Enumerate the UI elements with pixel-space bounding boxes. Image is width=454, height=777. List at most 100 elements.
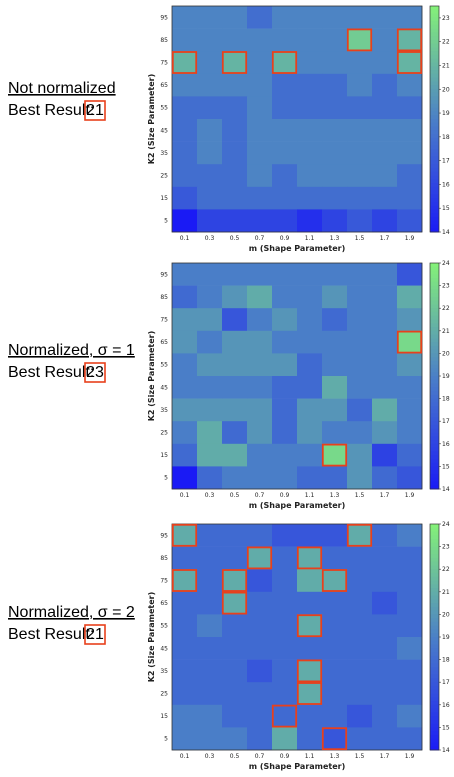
heatmap-cell xyxy=(322,164,348,188)
heatmap-cell xyxy=(322,682,348,706)
colorbar-segment xyxy=(430,156,439,161)
best-result-box xyxy=(84,624,106,645)
colorbar-segment xyxy=(430,96,439,101)
heatmap-cell xyxy=(322,308,348,332)
heatmap-cell xyxy=(322,285,348,309)
heatmap-cell xyxy=(347,353,373,377)
heatmap-cell xyxy=(197,398,223,422)
colorbar-tick-label: 18 xyxy=(442,134,450,141)
colorbar-segment xyxy=(430,473,439,479)
heatmap-cell xyxy=(272,263,298,286)
colorbar-segment xyxy=(430,293,439,298)
heatmap-cell xyxy=(297,704,323,728)
colorbar-segment xyxy=(430,51,439,56)
heatmap-cell xyxy=(172,6,198,29)
heatmap-cell xyxy=(322,704,348,728)
heatmap-cell xyxy=(322,614,348,638)
colorbar-segment xyxy=(430,160,439,165)
heatmap-cell xyxy=(297,421,323,445)
colorbar-segment xyxy=(430,311,439,317)
heatmap-cell xyxy=(322,186,348,210)
heatmap-cell xyxy=(297,524,323,547)
heatmap-cell xyxy=(347,704,373,728)
heatmap-cell xyxy=(172,96,198,120)
colorbar-segment xyxy=(430,572,439,578)
heatmap-cell xyxy=(172,546,198,570)
x-tick-label: 1.1 xyxy=(305,235,315,242)
colorbar-segment xyxy=(430,595,439,600)
colorbar-segment xyxy=(430,539,439,544)
x-tick-label: 0.1 xyxy=(180,753,190,760)
colorbar-segment xyxy=(430,201,439,207)
heatmap-cell xyxy=(272,6,298,29)
panel-side-title: Not normalized xyxy=(8,80,116,97)
heatmap-cell xyxy=(222,524,248,547)
colorbar-segment xyxy=(430,477,439,482)
heatmap-cell xyxy=(347,51,373,75)
heatmap-cell xyxy=(372,209,398,233)
x-tick-label: 1.7 xyxy=(380,753,390,760)
colorbar-segment xyxy=(430,54,439,60)
y-tick-label: 5 xyxy=(164,736,168,743)
x-tick-label: 0.3 xyxy=(205,492,215,499)
heatmap-cell xyxy=(272,727,298,751)
best-cell-marker xyxy=(396,51,423,74)
heatmap-cell xyxy=(372,569,398,593)
heatmap-cell xyxy=(222,704,248,728)
colorbar-segment xyxy=(430,224,439,229)
colorbar-segment xyxy=(430,625,439,630)
colorbar-tick-label: 18 xyxy=(442,396,450,403)
colorbar-segment xyxy=(430,122,439,128)
colorbar-segment xyxy=(430,481,439,486)
heatmap-cell xyxy=(272,186,298,210)
colorbar-segment xyxy=(430,591,439,597)
y-tick-label: 65 xyxy=(160,600,168,607)
heatmap-cell xyxy=(197,6,223,29)
best-cell-marker xyxy=(271,51,298,74)
colorbar-segment xyxy=(430,621,439,627)
heatmap-cell xyxy=(347,637,373,660)
heatmap-cell xyxy=(347,73,373,97)
heatmap-cell xyxy=(397,96,423,120)
colorbar-segment xyxy=(430,100,439,105)
best-result-value: 21 xyxy=(86,102,104,119)
heatmap-panel-2: 95 85 75 65 55 45 35 25 15 5 0.1 0.3 0.5 0.7 0.9 1.1 1.3… xyxy=(8,260,450,510)
colorbar-segment xyxy=(430,531,439,536)
colorbar-segment xyxy=(430,565,439,570)
heatmap-cell xyxy=(347,614,373,638)
heatmap-cell xyxy=(322,659,348,683)
colorbar-tick-label: 19 xyxy=(442,110,450,117)
heatmap-cell xyxy=(347,398,373,422)
heatmap-cell xyxy=(272,96,298,120)
colorbar-segment xyxy=(430,327,439,332)
colorbar-segment xyxy=(430,300,439,305)
panel-side-title: Normalized, σ = 1 xyxy=(8,342,135,359)
heatmap-cell xyxy=(372,682,398,706)
heatmap-cell xyxy=(372,186,398,210)
y-tick-label: 85 xyxy=(160,294,168,301)
heatmap-cell xyxy=(197,659,223,683)
heatmap-cell xyxy=(247,308,273,332)
colorbar-tick-label: 22 xyxy=(442,305,450,312)
heatmap-cell xyxy=(172,285,198,309)
colorbar-segment xyxy=(430,376,439,381)
colorbar-segment xyxy=(430,32,439,37)
colorbar-segment xyxy=(430,47,439,52)
colorbar-tick-label: 24 xyxy=(442,260,450,267)
heatmap-cell xyxy=(372,421,398,445)
colorbar-tick-label: 19 xyxy=(442,634,450,641)
best-result-box xyxy=(84,100,106,121)
heatmap-cell xyxy=(347,308,373,332)
heatmap-cell xyxy=(172,569,198,593)
heatmap-cell xyxy=(322,119,348,142)
heatmap-cell xyxy=(397,209,423,233)
heatmap-cell xyxy=(347,682,373,706)
y-tick-label: 25 xyxy=(160,430,168,437)
colorbar-tick-label: 16 xyxy=(442,702,450,709)
y-axis-label: K2 (Size Parameter) xyxy=(147,331,156,422)
heatmap-cell xyxy=(272,28,298,52)
colorbar-segment xyxy=(430,640,439,646)
colorbar-segment xyxy=(430,77,439,82)
x-tick-label: 0.3 xyxy=(205,753,215,760)
heatmap-cell xyxy=(347,546,373,570)
